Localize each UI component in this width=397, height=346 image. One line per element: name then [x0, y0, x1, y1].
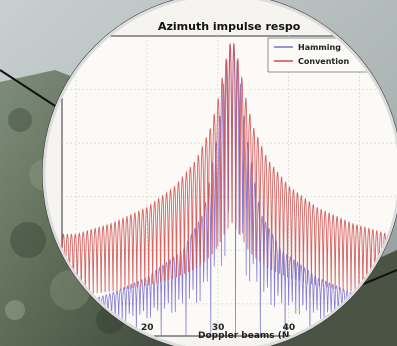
x-axis-label: Doppler beams (N: [198, 331, 289, 341]
x-tick-label: 20: [141, 323, 154, 333]
legend-label-convention: Convention: [298, 57, 349, 66]
x-tick-label: 40: [283, 323, 296, 333]
legend-label-hamming: Hamming: [298, 43, 341, 52]
series-line-convention: [62, 43, 397, 296]
x-tick-label: 30: [212, 323, 225, 333]
chart-title: Azimuth impulse respo: [158, 20, 301, 33]
